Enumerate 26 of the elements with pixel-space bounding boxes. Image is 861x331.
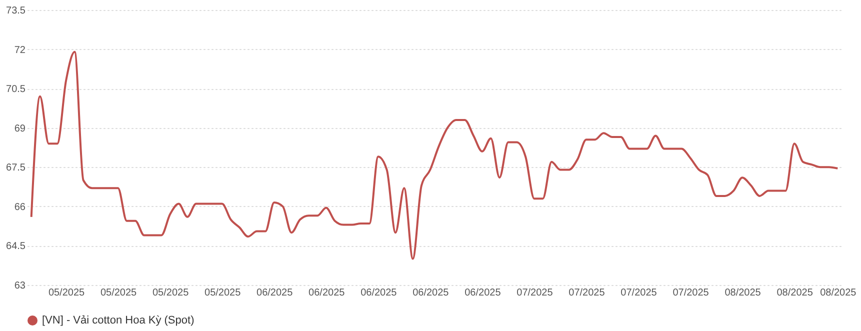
y-tick-label: 69 [14,123,26,134]
x-tick-label: 06/2025 [308,288,346,298]
y-tick-label: 73.5 [6,6,26,16]
x-tick-label: 06/2025 [464,288,502,298]
x-tick-label: 07/2025 [568,288,606,298]
x-tick-label: 05/2025 [152,288,190,298]
y-tick-label: 66 [14,202,26,213]
x-tick-label: 05/2025 [48,288,86,298]
x-tick-label: 05/2025 [204,288,242,298]
x-tick-label: 07/2025 [672,288,710,298]
x-tick-label: 08/2025 [776,288,814,298]
y-tick-label: 72 [14,44,26,56]
y-tick-label: 63 [14,280,26,292]
x-tick-label: 07/2025 [516,288,554,298]
line-series [30,50,839,260]
x-tick-label: 06/2025 [256,288,294,298]
x-tick-label: 08/2025 [820,288,857,298]
y-tick-label: 67.5 [6,162,26,174]
legend-label: [VN] - Vải cotton Hoa Kỳ (Spot) [42,314,194,326]
x-tick-label: 06/2025 [412,288,450,298]
y-tick-label: 64.5 [6,241,26,252]
x-tick-label: 05/2025 [100,288,138,298]
x-tick-label: 07/2025 [620,288,658,298]
y-tick-label: 70.5 [6,84,26,96]
x-tick-label: 08/2025 [724,288,762,298]
x-tick-label: 06/2025 [360,288,398,298]
